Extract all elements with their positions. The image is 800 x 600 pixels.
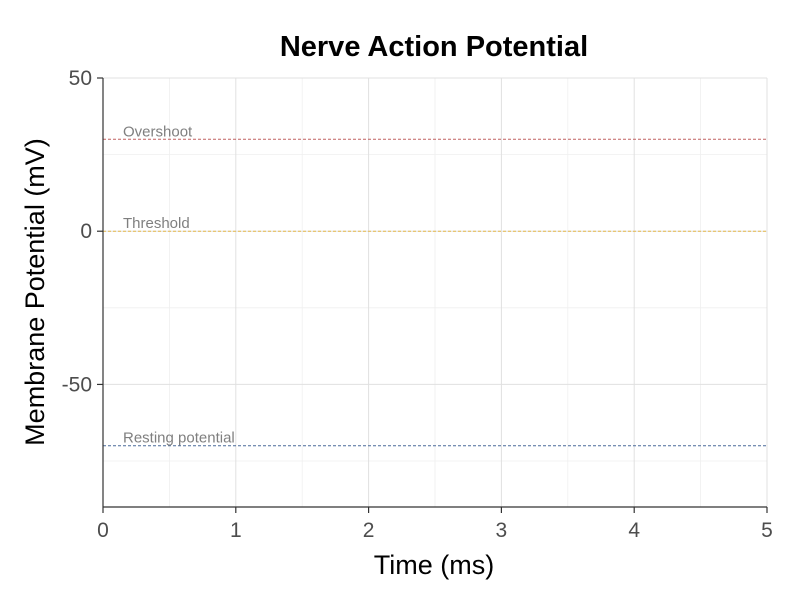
overshoot-label: Overshoot [123, 123, 193, 140]
resting-potential-label: Resting potential [123, 430, 235, 447]
y-tick-label: 50 [69, 67, 92, 90]
x-tick-label: 3 [496, 519, 508, 542]
x-tick-label: 4 [628, 519, 640, 542]
chart-title: Nerve Action Potential [280, 31, 588, 63]
x-tick-label: 5 [761, 519, 773, 542]
x-tick-label: 1 [230, 519, 242, 542]
y-axis-title: Membrane Potential (mV) [20, 138, 50, 446]
threshold-label: Threshold [123, 215, 190, 232]
x-tick-label: 2 [363, 519, 375, 542]
x-tick-label: 0 [97, 519, 109, 542]
y-tick-label: -50 [62, 373, 92, 396]
y-tick-label: 0 [80, 220, 92, 243]
x-axis-title: Time (ms) [374, 550, 494, 580]
